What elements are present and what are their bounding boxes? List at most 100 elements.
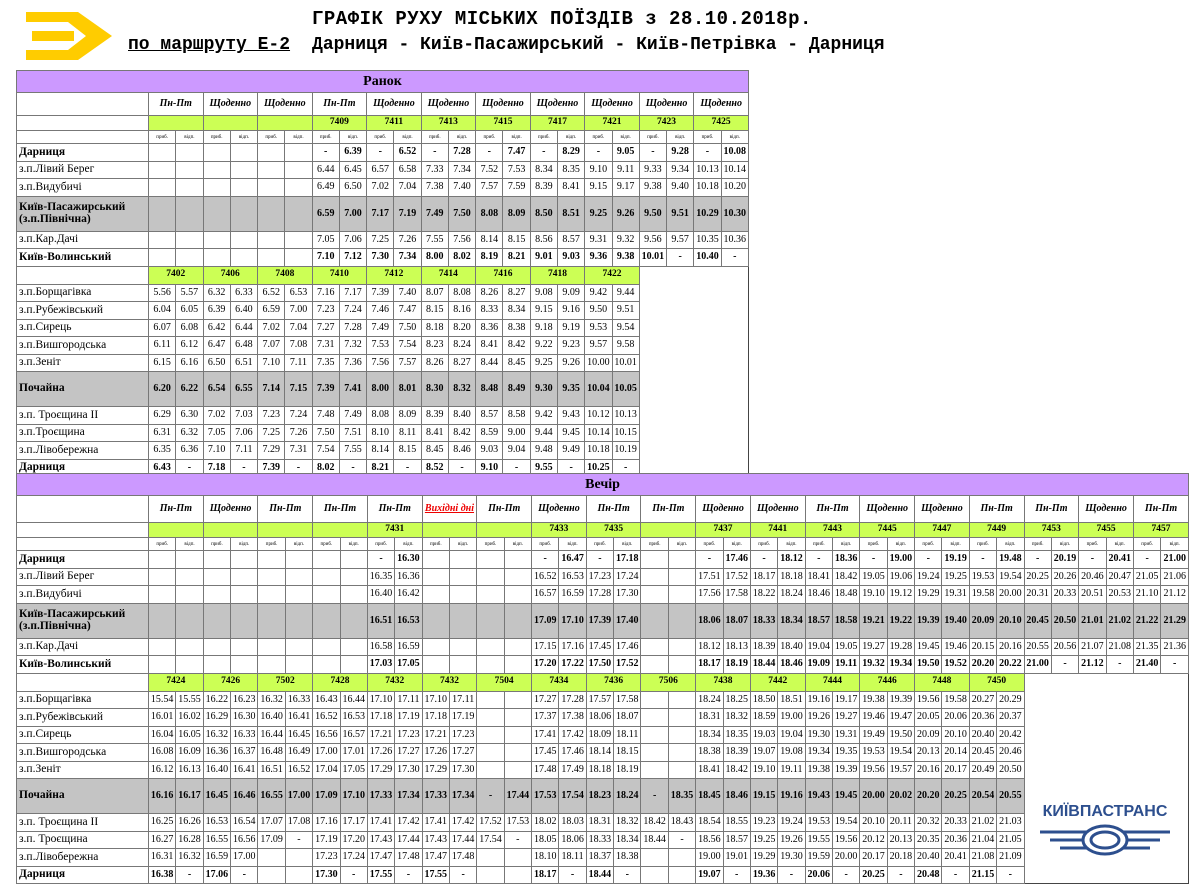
departure-label: відп. xyxy=(394,537,423,551)
arrival-time: 20.27 xyxy=(968,690,998,709)
day-type: Пн-Пт xyxy=(311,92,368,116)
empty-cell xyxy=(448,602,478,639)
arrival-label: приб. xyxy=(147,537,177,551)
arrival-time: 16.58 xyxy=(366,637,396,656)
departure-time: 18.38 xyxy=(613,848,642,867)
station-row: з.п.Кар.Дачі 16.58 16.59 17.15 17.16 17.45 17.… xyxy=(16,637,1190,656)
train-number: 7414 xyxy=(420,265,477,285)
train-number: 7453 xyxy=(1023,522,1080,538)
arrival-label: приб. xyxy=(968,537,998,551)
departure-label: відп. xyxy=(284,130,313,144)
arrival-time: 8.14 xyxy=(366,441,395,460)
arrival-label: приб. xyxy=(475,130,504,144)
empty-cell xyxy=(1024,743,1052,761)
departure-time: 6.32 xyxy=(175,423,204,442)
empty-cell xyxy=(693,406,722,424)
arrival-time: 9.42 xyxy=(529,406,558,425)
arrival-time: - xyxy=(695,550,724,569)
day-type: Щоденно xyxy=(420,92,477,116)
departure-time: 20.26 xyxy=(1050,567,1080,586)
departure-time: 8.32 xyxy=(447,371,477,407)
empty-cell xyxy=(666,336,694,354)
empty-cell xyxy=(667,708,697,727)
departure-time: - xyxy=(722,865,751,884)
departure-time: 8.34 xyxy=(502,301,531,320)
arrival-time: 7.02 xyxy=(366,178,395,197)
arrival-time: 6.29 xyxy=(147,406,177,425)
departure-time: 19.22 xyxy=(886,602,916,639)
arrival-time: 9.18 xyxy=(529,318,558,337)
departure-time: - xyxy=(886,865,916,884)
arrival-time: - xyxy=(585,550,615,569)
departure-time: 7.40 xyxy=(447,178,477,197)
arrival-time: 18.33 xyxy=(585,830,615,849)
station-row: Почайна 16.16 16.17 16.45 16.46 16.55 17.00 17.… xyxy=(16,778,1189,814)
station-name: з.п.Рубежівський xyxy=(16,301,149,320)
arrival-time: 6.20 xyxy=(147,371,177,407)
departure-time: 20.29 xyxy=(996,690,1025,709)
arrival-time: 6.32 xyxy=(202,283,231,302)
arrival-time: 7.02 xyxy=(257,318,286,337)
arrival-time: 17.07 xyxy=(257,813,286,832)
departure-time: 20.10 xyxy=(941,725,970,744)
arrival-time: 6.49 xyxy=(311,178,340,197)
empty-cell xyxy=(666,301,694,319)
departure-time: 19.00 xyxy=(777,708,806,727)
empty-cell xyxy=(202,248,231,267)
empty-cell xyxy=(721,459,749,477)
arrival-time: 17.16 xyxy=(312,813,341,832)
departure-time: 19.04 xyxy=(777,725,806,744)
station-name: Дарниця xyxy=(16,143,149,162)
departure-time: 17.05 xyxy=(339,760,368,779)
departure-time: 17.34 xyxy=(394,778,423,814)
empty-cell xyxy=(640,760,669,779)
arrival-time: 18.54 xyxy=(695,813,724,832)
departure-time: 9.16 xyxy=(556,301,586,320)
train-number-row: 7409 7411 7413 7415 7417 7421 7423 7425 xyxy=(16,115,749,131)
arrival-time: 19.32 xyxy=(859,655,888,674)
departure-time: 18.19 xyxy=(722,655,751,674)
departure-time: 6.36 xyxy=(175,441,204,460)
departure-time: 18.51 xyxy=(777,690,806,709)
empty-cell xyxy=(229,160,259,179)
arrival-time: 18.41 xyxy=(804,567,833,586)
arrival-time: 17.29 xyxy=(421,760,450,779)
empty-cell xyxy=(640,708,669,727)
departure-time: 18.42 xyxy=(722,760,751,779)
departure-time: 16.05 xyxy=(175,725,204,744)
train-number: 7448 xyxy=(914,672,970,692)
departure-time: - xyxy=(448,865,478,884)
arrival-time: 8.10 xyxy=(366,423,395,442)
departure-time: 20.00 xyxy=(996,585,1025,604)
empty-cell xyxy=(147,637,177,656)
departure-time: 10.30 xyxy=(720,195,750,232)
departure-time: 8.15 xyxy=(393,441,422,460)
departure-time: 19.35 xyxy=(831,743,861,762)
arrival-time: 18.44 xyxy=(640,830,669,849)
departure-time: 20.18 xyxy=(886,848,916,867)
train-number: 7409 xyxy=(311,115,368,131)
departure-time: 19.54 xyxy=(996,567,1025,586)
empty-cell xyxy=(202,160,231,179)
departure-time: 8.46 xyxy=(447,441,477,460)
corner-cell xyxy=(16,130,149,144)
departure-label: відп. xyxy=(339,537,368,551)
empty-cell xyxy=(202,637,232,656)
station-row: з.п.Борщагівка 5.56 5.57 6.32 6.33 6.52 6.53 7.… xyxy=(16,283,749,302)
station-row: з.п.Сирець 6.07 6.08 6.42 6.44 7.02 7.04 7.27 7.… xyxy=(16,318,749,337)
empty-cell xyxy=(284,550,314,569)
departure-time: 17.00 xyxy=(284,778,314,814)
arrival-time: 17.55 xyxy=(421,865,450,884)
arrival-time: 17.26 xyxy=(366,743,396,762)
arrival-time: 17.21 xyxy=(421,725,450,744)
arrival-time: 9.15 xyxy=(529,301,558,320)
empty-cell xyxy=(147,195,177,232)
empty-cell xyxy=(667,602,697,639)
departure-time: 16.44 xyxy=(339,690,368,709)
departure-time: 18.46 xyxy=(722,778,751,814)
day-type: Пн-Пт xyxy=(804,495,861,523)
departure-time: 19.01 xyxy=(722,848,751,867)
arrival-time: 7.48 xyxy=(311,406,340,425)
departure-time: 18.18 xyxy=(777,567,806,586)
empty-cell xyxy=(693,336,722,354)
